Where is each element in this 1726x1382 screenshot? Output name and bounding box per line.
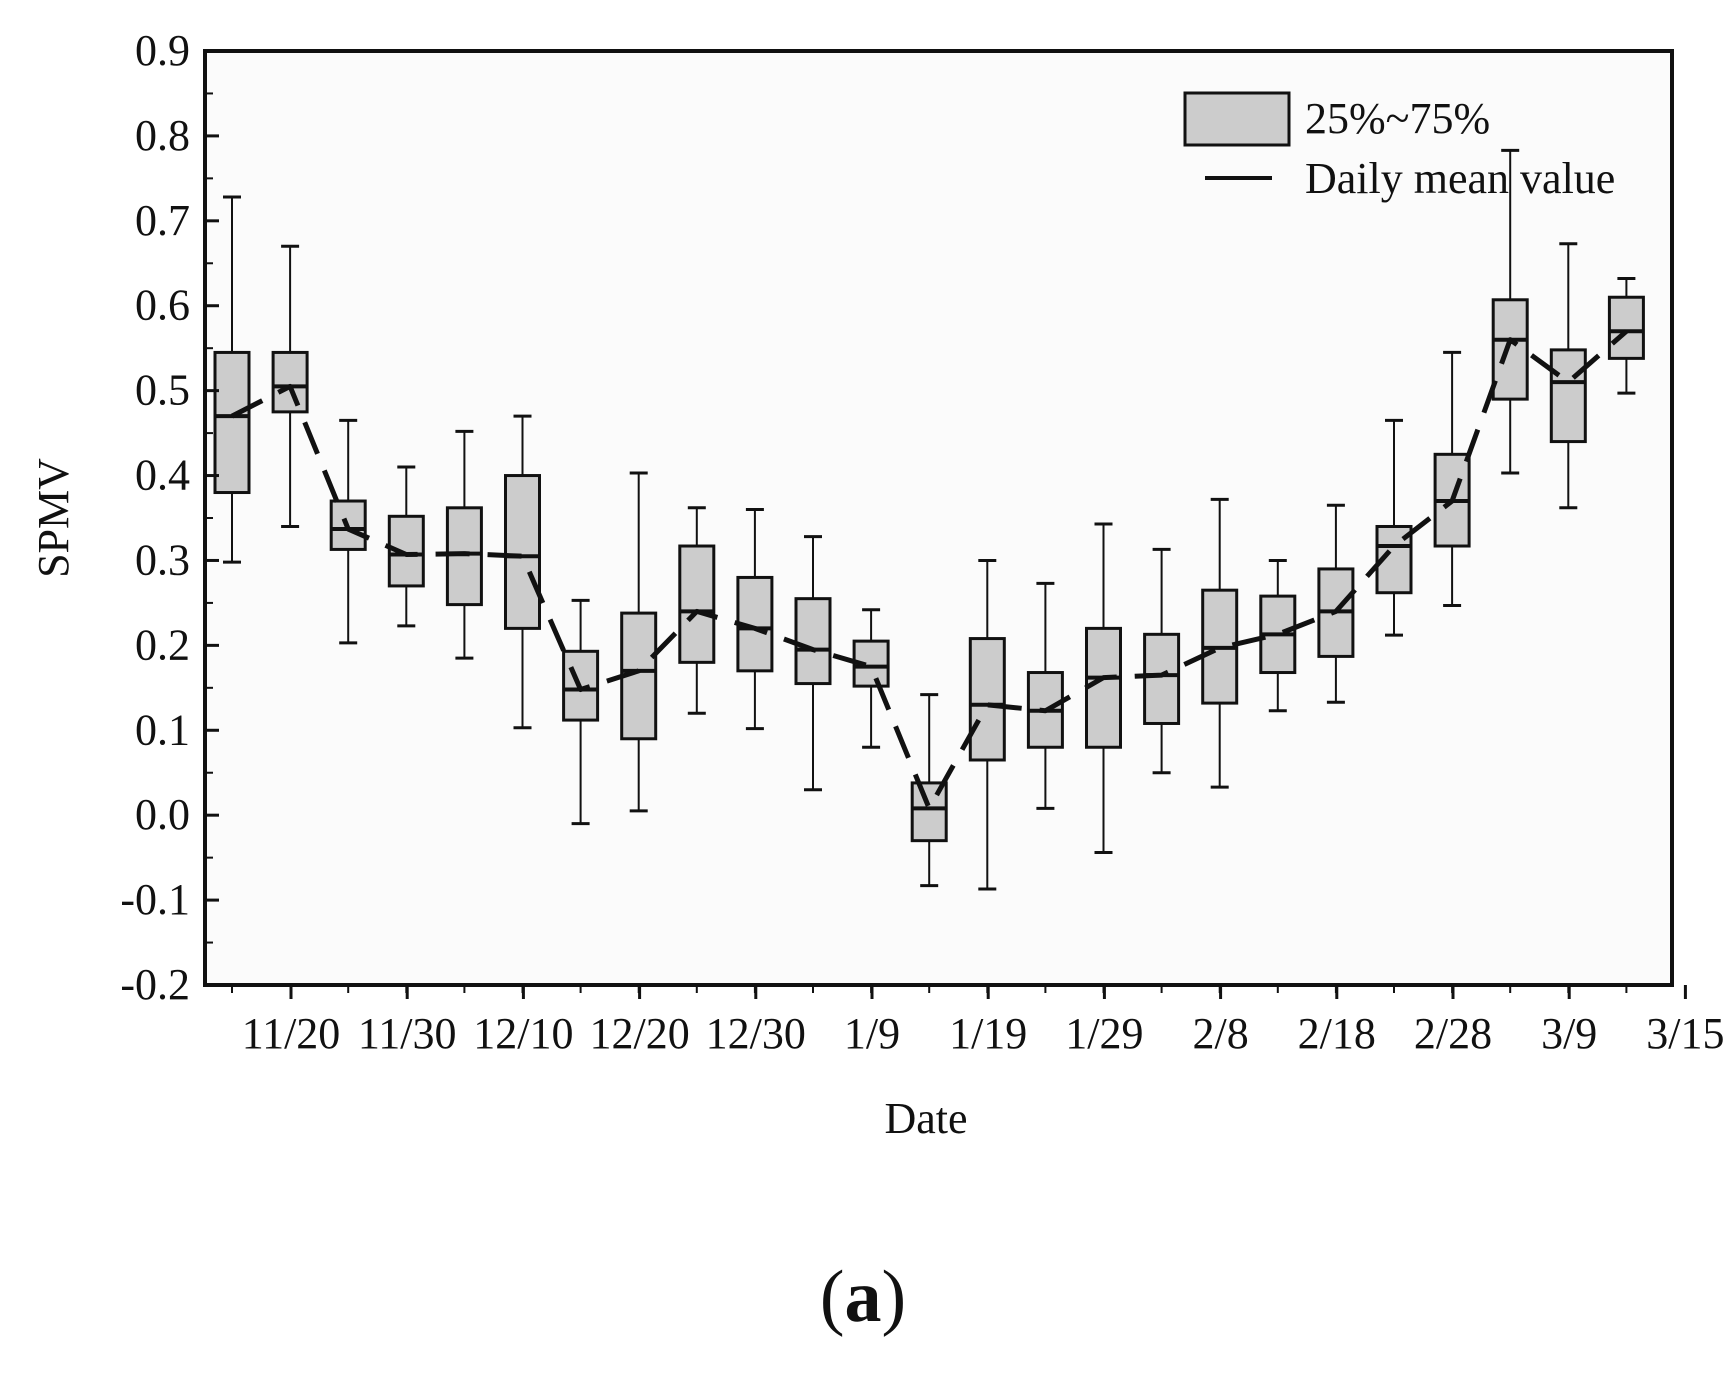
box-iqr xyxy=(271,350,309,414)
box-18 xyxy=(1259,558,1297,713)
box-iqr xyxy=(1607,295,1645,360)
x-tick-label: 11/30 xyxy=(358,1009,457,1058)
x-tick-label: 3/15 xyxy=(1646,1009,1724,1058)
y-tick-label: 0.8 xyxy=(135,111,190,160)
box-23 xyxy=(1549,242,1587,510)
boxes-layer xyxy=(213,148,1645,891)
x-tick-label: 12/30 xyxy=(706,1009,806,1058)
box-iqr xyxy=(1491,298,1529,401)
y-tick-label: 0.0 xyxy=(135,790,190,839)
box-iqr xyxy=(968,637,1006,762)
x-tick-label: 2/8 xyxy=(1192,1009,1248,1058)
x-tick-label: 12/20 xyxy=(589,1009,689,1058)
y-tick-label: 0.1 xyxy=(135,705,190,754)
y-tick-label: -0.1 xyxy=(120,875,190,924)
legend: 25%~75% Daily mean value xyxy=(1183,91,1615,203)
y-tick-label: 0.5 xyxy=(135,366,190,415)
y-axis: 0.9 0.8 0.7 0.6 0.5 0.4 0.3 0.2 0.1 0.0 -0.1 -0.2 xyxy=(120,26,219,1009)
box-13 xyxy=(968,558,1006,891)
caption-open-paren: ( xyxy=(819,1256,845,1338)
y-tick-label: 0.4 xyxy=(135,451,190,500)
x-tick-label: 1/29 xyxy=(1065,1009,1143,1058)
caption-letter: a xyxy=(844,1256,882,1338)
box-iqr xyxy=(1549,348,1587,444)
box-10 xyxy=(794,535,832,792)
box-5 xyxy=(504,414,541,730)
caption-close-paren: ) xyxy=(881,1256,907,1338)
x-axis: 11/20 11/30 12/10 12/20 12/30 1/9 1/19 1/29 2/8 2… xyxy=(231,985,1725,1058)
box-0 xyxy=(213,195,251,564)
x-tick-label: 2/18 xyxy=(1298,1009,1376,1058)
mean-line-layer xyxy=(230,329,1629,811)
box-iqr xyxy=(1085,626,1122,749)
figure-caption: (a) xyxy=(0,1255,1726,1340)
legend-box-swatch xyxy=(1183,91,1291,147)
x-tick-label: 1/9 xyxy=(844,1009,900,1058)
y-axis-label: SPMV xyxy=(29,458,78,578)
y-tick-label: 0.2 xyxy=(135,620,190,669)
box-iqr xyxy=(678,544,716,664)
box-17 xyxy=(1201,497,1239,789)
box-22 xyxy=(1491,148,1529,475)
daily-mean-line xyxy=(230,329,1629,811)
box-1 xyxy=(271,244,309,528)
box-iqr xyxy=(794,597,832,686)
x-tick-label: 12/10 xyxy=(473,1009,573,1058)
x-tick-label: 1/19 xyxy=(949,1009,1027,1058)
y-tick-label: 0.7 xyxy=(135,196,190,245)
y-tick-label: 0.6 xyxy=(135,281,190,330)
x-tick-label: 2/28 xyxy=(1414,1009,1492,1058)
legend-box-label: 25%~75% xyxy=(1305,94,1490,143)
box-iqr xyxy=(504,474,541,630)
legend-line-label: Daily mean value xyxy=(1305,154,1615,203)
x-axis-label: Date xyxy=(884,1094,967,1143)
box-iqr xyxy=(1143,632,1181,725)
x-tick-label: 3/9 xyxy=(1541,1009,1597,1058)
box-15 xyxy=(1085,522,1122,855)
y-tick-label: -0.2 xyxy=(120,960,190,1009)
y-tick-label: 0.3 xyxy=(135,535,190,584)
box-8 xyxy=(678,506,716,715)
x-tick-label: 11/20 xyxy=(242,1009,341,1058)
y-tick-label: 0.9 xyxy=(135,26,190,75)
box-iqr xyxy=(213,350,251,495)
